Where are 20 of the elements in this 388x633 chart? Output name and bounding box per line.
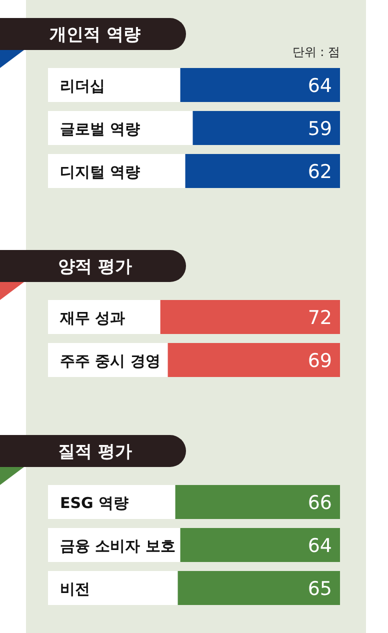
text: 단위 : 점 xyxy=(292,45,340,59)
y-tick-label: ESG 역량 xyxy=(60,494,129,512)
data-label: 66 xyxy=(308,492,332,514)
y-tick-label: 글로벌 역량 xyxy=(60,120,140,138)
y-tick-label: 비전 xyxy=(60,580,90,598)
data-label: 64 xyxy=(308,535,332,557)
data-label: 62 xyxy=(308,161,332,183)
chart-title: 양적 평가 xyxy=(58,257,132,277)
chart-title: 질적 평가 xyxy=(58,442,132,462)
y-tick-label: 리더십 xyxy=(60,77,105,95)
chart-title: 개인적 역량 xyxy=(50,25,140,45)
data-label: 64 xyxy=(308,75,332,97)
y-tick-label: 디지털 역량 xyxy=(60,163,140,181)
y-tick-label: 주주 중시 경영 xyxy=(60,352,160,370)
data-label: 72 xyxy=(308,307,332,329)
data-label: 59 xyxy=(308,118,332,140)
y-tick-label: 재무 성과 xyxy=(59,309,126,327)
y-tick-label: 금융 소비자 보호 xyxy=(60,537,176,555)
data-label: 69 xyxy=(308,350,332,372)
data-label: 65 xyxy=(308,578,332,600)
